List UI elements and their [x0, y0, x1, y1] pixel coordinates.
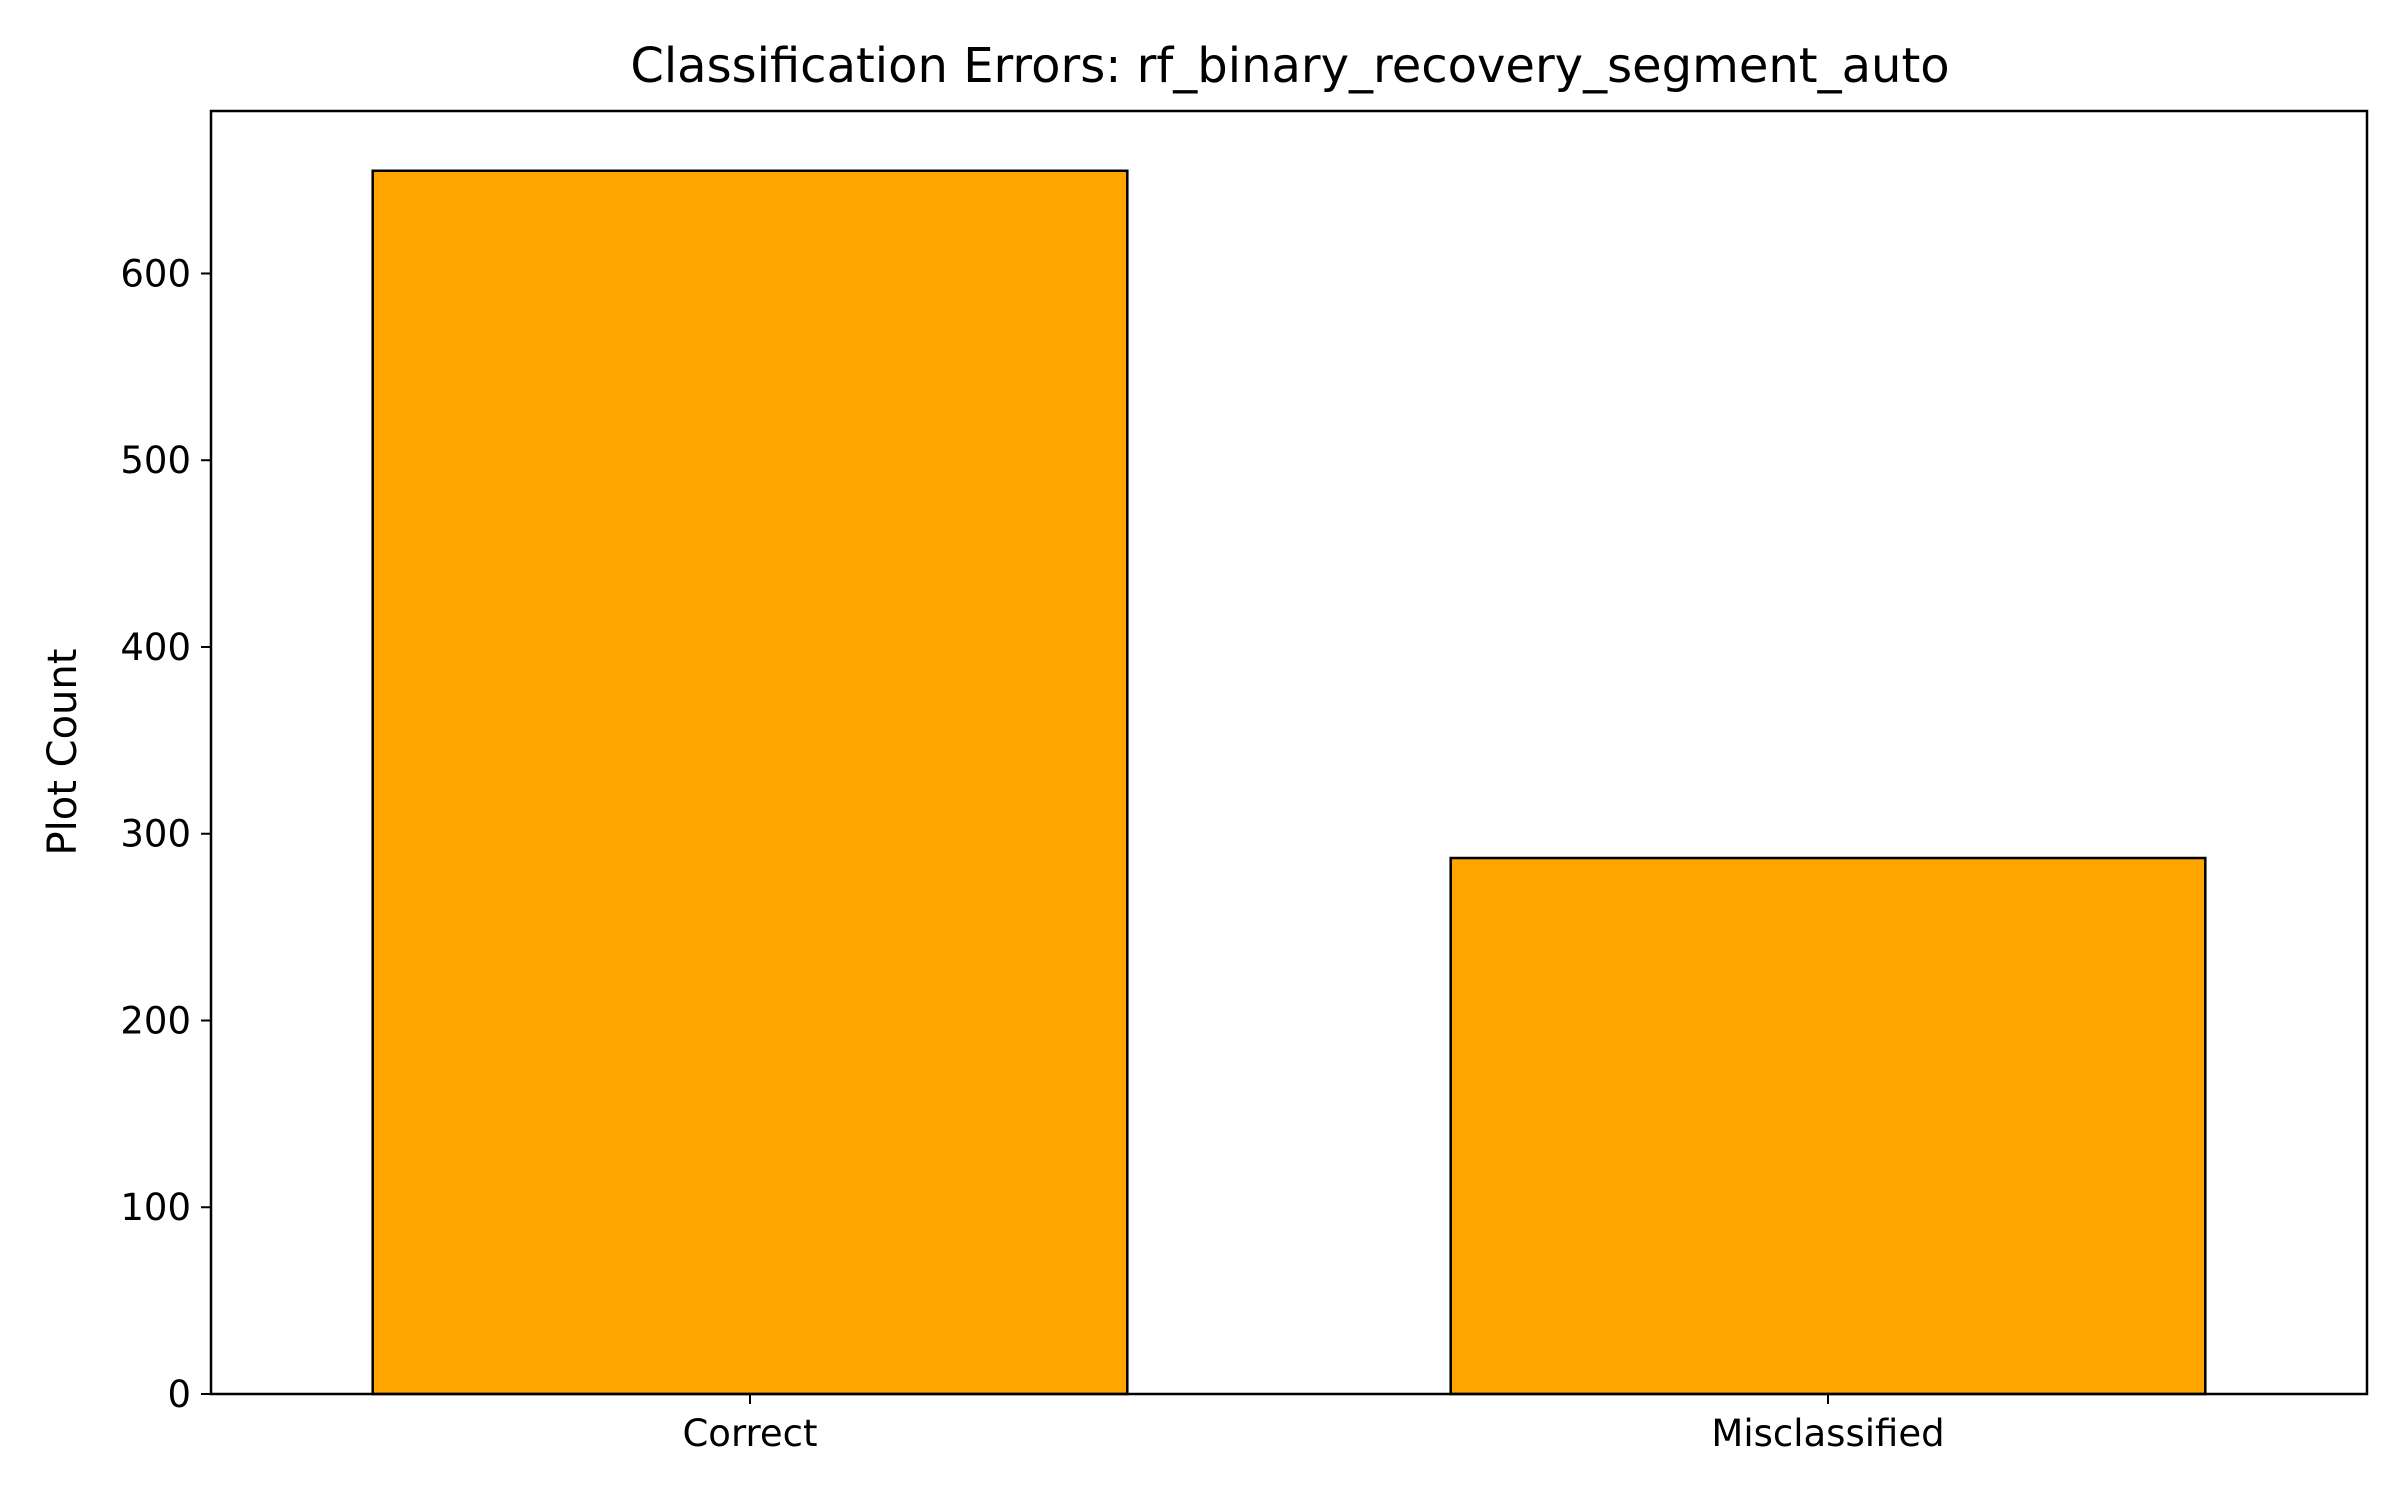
y-axis-ticks: 0 100 200 300 400 500 600 — [120, 252, 211, 1416]
y-tick-label: 100 — [120, 1186, 191, 1229]
y-axis-label: Plot Count — [40, 649, 86, 856]
bars-group — [371, 169, 2207, 1396]
axes-frame — [209, 109, 2369, 1396]
y-tick-label: 400 — [120, 626, 191, 669]
y-tick-label: 600 — [120, 252, 191, 295]
y-tick-label: 500 — [120, 439, 191, 482]
y-tick-label: 0 — [167, 1373, 191, 1416]
y-tick-label: 200 — [120, 999, 191, 1042]
bar-misclassified — [1449, 856, 2207, 1396]
bar-correct — [371, 169, 1129, 1396]
chart-title: Classification Errors: rf_binary_recover… — [630, 38, 1949, 94]
x-tick-label: Correct — [682, 1412, 817, 1455]
x-axis-ticks: Correct Misclassified — [682, 1394, 1945, 1455]
y-tick-label: 300 — [120, 813, 191, 856]
x-tick-label: Misclassified — [1711, 1412, 1944, 1455]
